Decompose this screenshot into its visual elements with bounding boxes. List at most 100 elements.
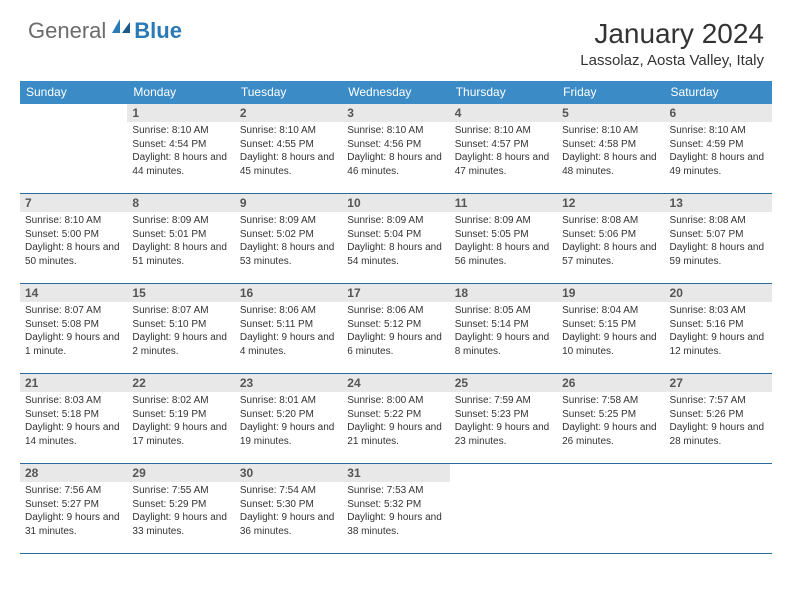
day-details: Sunrise: 8:10 AMSunset: 4:55 PMDaylight:…	[235, 122, 342, 182]
calendar-cell: 30Sunrise: 7:54 AMSunset: 5:30 PMDayligh…	[235, 464, 342, 554]
calendar-cell: 23Sunrise: 8:01 AMSunset: 5:20 PMDayligh…	[235, 374, 342, 464]
day-details: Sunrise: 8:06 AMSunset: 5:12 PMDaylight:…	[342, 302, 449, 362]
day-details: Sunrise: 7:56 AMSunset: 5:27 PMDaylight:…	[20, 482, 127, 542]
calendar-table: SundayMondayTuesdayWednesdayThursdayFrid…	[20, 81, 772, 554]
calendar-cell: 18Sunrise: 8:05 AMSunset: 5:14 PMDayligh…	[450, 284, 557, 374]
day-number: 12	[557, 194, 664, 212]
day-details: Sunrise: 8:06 AMSunset: 5:11 PMDaylight:…	[235, 302, 342, 362]
day-details: Sunrise: 7:58 AMSunset: 5:25 PMDaylight:…	[557, 392, 664, 452]
calendar-cell: 0	[450, 464, 557, 554]
day-number: 19	[557, 284, 664, 302]
day-details: Sunrise: 8:09 AMSunset: 5:05 PMDaylight:…	[450, 212, 557, 272]
day-number: 30	[235, 464, 342, 482]
calendar-head: SundayMondayTuesdayWednesdayThursdayFrid…	[20, 81, 772, 104]
day-number: 1	[127, 104, 234, 122]
calendar-cell: 5Sunrise: 8:10 AMSunset: 4:58 PMDaylight…	[557, 104, 664, 194]
day-number: 8	[127, 194, 234, 212]
calendar-cell: 16Sunrise: 8:06 AMSunset: 5:11 PMDayligh…	[235, 284, 342, 374]
title-block: January 2024 Lassolaz, Aosta Valley, Ita…	[580, 18, 764, 69]
weekday-header: Friday	[557, 81, 664, 104]
day-number: 7	[20, 194, 127, 212]
day-details: Sunrise: 8:05 AMSunset: 5:14 PMDaylight:…	[450, 302, 557, 362]
day-number: 3	[342, 104, 449, 122]
day-details: Sunrise: 8:10 AMSunset: 4:59 PMDaylight:…	[665, 122, 772, 182]
location: Lassolaz, Aosta Valley, Italy	[580, 52, 764, 69]
day-number: 18	[450, 284, 557, 302]
calendar-row: 21Sunrise: 8:03 AMSunset: 5:18 PMDayligh…	[20, 374, 772, 464]
day-number: 5	[557, 104, 664, 122]
calendar-cell: 27Sunrise: 7:57 AMSunset: 5:26 PMDayligh…	[665, 374, 772, 464]
calendar-cell: 13Sunrise: 8:08 AMSunset: 5:07 PMDayligh…	[665, 194, 772, 284]
calendar-cell: 0	[557, 464, 664, 554]
calendar-cell: 0	[20, 104, 127, 194]
calendar-cell: 19Sunrise: 8:04 AMSunset: 5:15 PMDayligh…	[557, 284, 664, 374]
day-number: 24	[342, 374, 449, 392]
day-number: 10	[342, 194, 449, 212]
day-number: 14	[20, 284, 127, 302]
day-details: Sunrise: 8:01 AMSunset: 5:20 PMDaylight:…	[235, 392, 342, 452]
calendar-cell: 9Sunrise: 8:09 AMSunset: 5:02 PMDaylight…	[235, 194, 342, 284]
day-details: Sunrise: 7:53 AMSunset: 5:32 PMDaylight:…	[342, 482, 449, 542]
day-number: 21	[20, 374, 127, 392]
calendar-cell: 4Sunrise: 8:10 AMSunset: 4:57 PMDaylight…	[450, 104, 557, 194]
calendar-cell: 28Sunrise: 7:56 AMSunset: 5:27 PMDayligh…	[20, 464, 127, 554]
calendar-body: 0 1Sunrise: 8:10 AMSunset: 4:54 PMDaylig…	[20, 104, 772, 554]
calendar-cell: 8Sunrise: 8:09 AMSunset: 5:01 PMDaylight…	[127, 194, 234, 284]
day-details: Sunrise: 8:07 AMSunset: 5:10 PMDaylight:…	[127, 302, 234, 362]
calendar-cell: 6Sunrise: 8:10 AMSunset: 4:59 PMDaylight…	[665, 104, 772, 194]
day-number: 6	[665, 104, 772, 122]
calendar-cell: 15Sunrise: 8:07 AMSunset: 5:10 PMDayligh…	[127, 284, 234, 374]
calendar-row: 14Sunrise: 8:07 AMSunset: 5:08 PMDayligh…	[20, 284, 772, 374]
calendar-cell: 10Sunrise: 8:09 AMSunset: 5:04 PMDayligh…	[342, 194, 449, 284]
day-number: 9	[235, 194, 342, 212]
calendar-cell: 17Sunrise: 8:06 AMSunset: 5:12 PMDayligh…	[342, 284, 449, 374]
day-number: 20	[665, 284, 772, 302]
logo-text-general: General	[28, 18, 106, 44]
day-number: 26	[557, 374, 664, 392]
day-details: Sunrise: 7:54 AMSunset: 5:30 PMDaylight:…	[235, 482, 342, 542]
logo-sail-icon	[110, 17, 132, 40]
day-details: Sunrise: 8:07 AMSunset: 5:08 PMDaylight:…	[20, 302, 127, 362]
day-details: Sunrise: 8:10 AMSunset: 4:57 PMDaylight:…	[450, 122, 557, 182]
day-details: Sunrise: 8:08 AMSunset: 5:06 PMDaylight:…	[557, 212, 664, 272]
calendar-cell: 22Sunrise: 8:02 AMSunset: 5:19 PMDayligh…	[127, 374, 234, 464]
calendar-cell: 12Sunrise: 8:08 AMSunset: 5:06 PMDayligh…	[557, 194, 664, 284]
day-details: Sunrise: 7:57 AMSunset: 5:26 PMDaylight:…	[665, 392, 772, 452]
day-details: Sunrise: 8:10 AMSunset: 4:58 PMDaylight:…	[557, 122, 664, 182]
day-number: 27	[665, 374, 772, 392]
day-details: Sunrise: 8:03 AMSunset: 5:18 PMDaylight:…	[20, 392, 127, 452]
day-number: 17	[342, 284, 449, 302]
day-number: 28	[20, 464, 127, 482]
calendar-cell: 26Sunrise: 7:58 AMSunset: 5:25 PMDayligh…	[557, 374, 664, 464]
calendar-cell: 7Sunrise: 8:10 AMSunset: 5:00 PMDaylight…	[20, 194, 127, 284]
day-details: Sunrise: 8:09 AMSunset: 5:02 PMDaylight:…	[235, 212, 342, 272]
logo: General Blue	[28, 18, 182, 44]
calendar-cell: 14Sunrise: 8:07 AMSunset: 5:08 PMDayligh…	[20, 284, 127, 374]
day-details: Sunrise: 8:09 AMSunset: 5:01 PMDaylight:…	[127, 212, 234, 272]
calendar-cell: 21Sunrise: 8:03 AMSunset: 5:18 PMDayligh…	[20, 374, 127, 464]
day-number: 15	[127, 284, 234, 302]
day-number: 22	[127, 374, 234, 392]
day-details: Sunrise: 8:00 AMSunset: 5:22 PMDaylight:…	[342, 392, 449, 452]
weekday-header: Saturday	[665, 81, 772, 104]
day-number: 13	[665, 194, 772, 212]
day-number: 31	[342, 464, 449, 482]
weekday-header: Tuesday	[235, 81, 342, 104]
calendar-cell: 3Sunrise: 8:10 AMSunset: 4:56 PMDaylight…	[342, 104, 449, 194]
day-details: Sunrise: 8:09 AMSunset: 5:04 PMDaylight:…	[342, 212, 449, 272]
calendar-row: 7Sunrise: 8:10 AMSunset: 5:00 PMDaylight…	[20, 194, 772, 284]
day-details: Sunrise: 8:10 AMSunset: 4:54 PMDaylight:…	[127, 122, 234, 182]
day-details: Sunrise: 8:10 AMSunset: 5:00 PMDaylight:…	[20, 212, 127, 272]
calendar-cell: 0	[665, 464, 772, 554]
month-title: January 2024	[580, 18, 764, 50]
day-details: Sunrise: 8:10 AMSunset: 4:56 PMDaylight:…	[342, 122, 449, 182]
day-details: Sunrise: 8:03 AMSunset: 5:16 PMDaylight:…	[665, 302, 772, 362]
day-details: Sunrise: 7:59 AMSunset: 5:23 PMDaylight:…	[450, 392, 557, 452]
day-number: 25	[450, 374, 557, 392]
day-number: 29	[127, 464, 234, 482]
day-details: Sunrise: 8:04 AMSunset: 5:15 PMDaylight:…	[557, 302, 664, 362]
day-number: 11	[450, 194, 557, 212]
calendar-row: 0 1Sunrise: 8:10 AMSunset: 4:54 PMDaylig…	[20, 104, 772, 194]
weekday-header: Monday	[127, 81, 234, 104]
calendar-cell: 2Sunrise: 8:10 AMSunset: 4:55 PMDaylight…	[235, 104, 342, 194]
